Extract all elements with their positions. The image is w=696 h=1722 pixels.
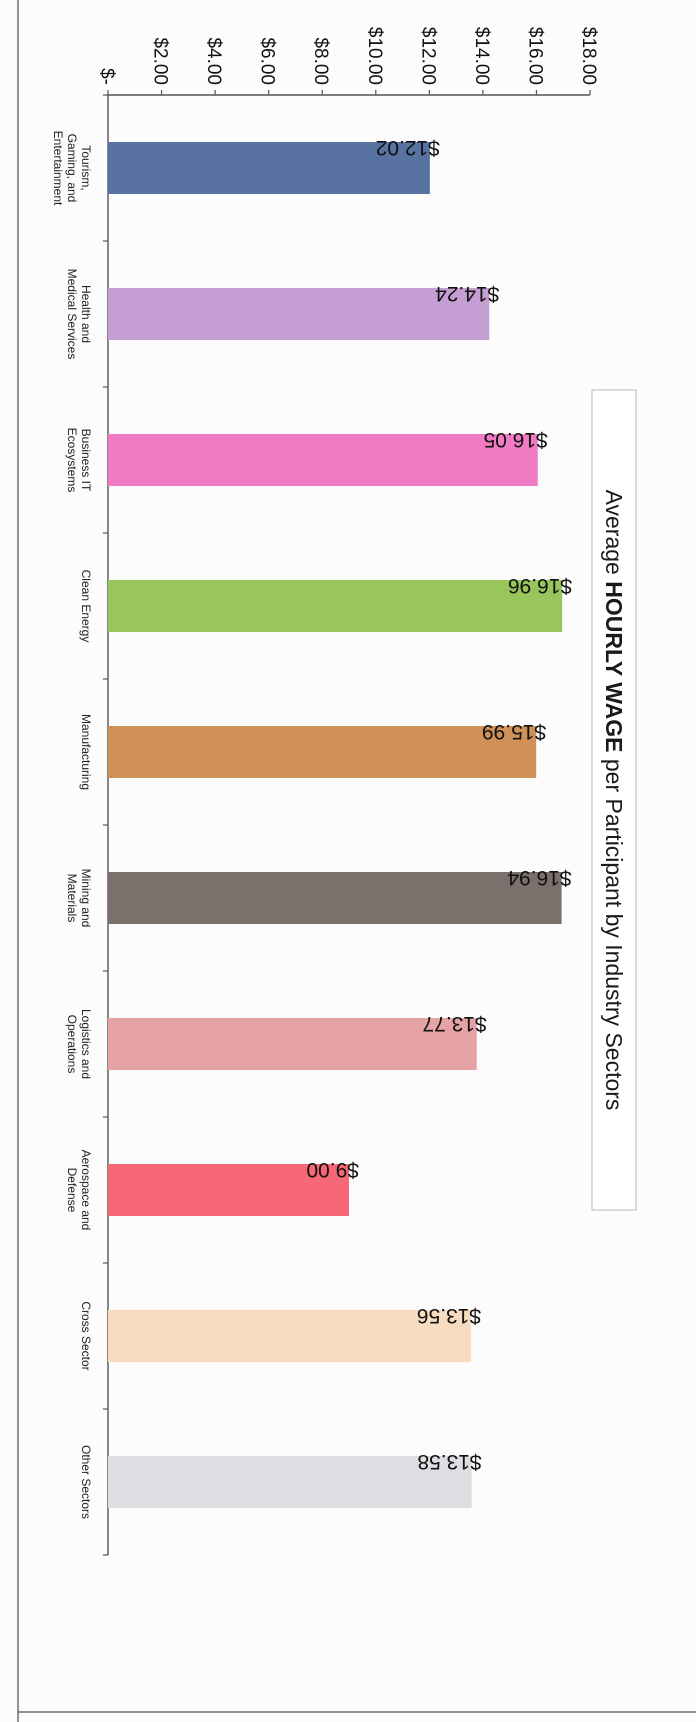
bar bbox=[108, 1164, 349, 1216]
category-label-line: Aerospace and bbox=[79, 1150, 93, 1231]
bar-group: $13.77 Logistics andOperations bbox=[65, 1009, 487, 1079]
data-label: $14.24 bbox=[435, 282, 500, 305]
data-label: $13.77 bbox=[422, 1012, 486, 1035]
bar-group: $9.00 Aerospace andDefense bbox=[65, 1150, 359, 1231]
chart-title: Average HOURLY WAGE per Participant by I… bbox=[601, 490, 627, 1111]
chart-title-suffix: per Participant by Industry Sectors bbox=[601, 752, 627, 1110]
bar-group: $13.56 Cross Sector bbox=[79, 1301, 481, 1370]
bar bbox=[107, 872, 562, 924]
data-label: $16.05 bbox=[484, 428, 548, 451]
category-label-line: Operations bbox=[65, 1015, 79, 1074]
category-label: Cross Sector bbox=[79, 1301, 93, 1370]
data-label: $9.00 bbox=[306, 1158, 359, 1181]
category-label-line: Tourism, bbox=[79, 145, 93, 190]
category-label-line: Mining and bbox=[79, 869, 93, 928]
chart-title-prefix: Average bbox=[601, 490, 627, 582]
category-label: Other Sectors bbox=[79, 1445, 93, 1519]
category-label-line: Defense bbox=[65, 1168, 79, 1213]
category-label: Aerospace andDefense bbox=[65, 1150, 93, 1231]
bar-group: $16.96 Clean Energy bbox=[79, 570, 572, 643]
category-label-line: Entertainment bbox=[51, 131, 65, 206]
bar-group: $12.02 Tourism,Gaming, andEntertainment bbox=[51, 131, 440, 206]
bar bbox=[108, 434, 538, 486]
bar bbox=[108, 726, 537, 778]
data-label: $16.94 bbox=[507, 866, 572, 889]
y-tick-label: $14.00 bbox=[471, 27, 492, 85]
chart-title-group: Average HOURLY WAGE per Participant by I… bbox=[591, 389, 637, 1211]
category-label-line: Gaming, and bbox=[65, 134, 79, 203]
bar-group: $16.94 Mining andMaterials bbox=[65, 866, 572, 927]
y-tick-label: $12.00 bbox=[417, 27, 438, 85]
bar bbox=[108, 1456, 472, 1508]
rotated-chart-group: Average HOURLY WAGE per Participant by I… bbox=[51, 27, 637, 1556]
bar bbox=[107, 580, 563, 632]
category-label-line: Materials bbox=[65, 874, 79, 923]
category-label-line: Other Sectors bbox=[79, 1445, 93, 1519]
data-label: $13.56 bbox=[417, 1304, 481, 1327]
category-label: Business ITEcosystems bbox=[65, 428, 93, 493]
bar bbox=[108, 142, 430, 194]
y-tick-label: $8.00 bbox=[310, 37, 331, 85]
category-label-line: Cross Sector bbox=[79, 1301, 93, 1370]
y-tick-label: $16.00 bbox=[524, 27, 545, 85]
category-label-line: Ecosystems bbox=[65, 428, 79, 493]
bar bbox=[108, 1310, 472, 1362]
data-label: $13.58 bbox=[417, 1450, 481, 1473]
bar-group: $15.99 Manufacturing bbox=[79, 714, 546, 790]
category-label: Manufacturing bbox=[79, 714, 93, 790]
category-label-line: Logistics and bbox=[79, 1009, 93, 1079]
category-label-line: Manufacturing bbox=[79, 714, 93, 790]
data-label: $15.99 bbox=[482, 720, 546, 743]
category-label: Logistics andOperations bbox=[65, 1009, 93, 1079]
category-label-line: Medical Services bbox=[65, 269, 79, 360]
bar bbox=[107, 1018, 477, 1070]
category-label: Mining andMaterials bbox=[65, 869, 93, 928]
category-label: Tourism,Gaming, andEntertainment bbox=[51, 131, 93, 206]
chart-title-emphasis: HOURLY WAGE bbox=[601, 581, 627, 752]
bar-group: $16.05 Business ITEcosystems bbox=[65, 428, 548, 493]
y-tick-label: $6.00 bbox=[257, 37, 278, 85]
category-label-line: Health and bbox=[79, 285, 93, 343]
y-tick-label: $10.00 bbox=[364, 27, 385, 85]
category-label-line: Clean Energy bbox=[79, 570, 93, 643]
bar bbox=[108, 288, 490, 340]
y-tick-label: $2.00 bbox=[150, 37, 171, 85]
chart-title-box bbox=[591, 389, 637, 1211]
category-label-line: Business IT bbox=[79, 429, 93, 492]
y-axis: $- $2.00 $4.00 $6.00 $8.00 $10.00 $12.00 $14.00… bbox=[96, 27, 599, 1556]
y-tick-label: $- bbox=[96, 68, 117, 85]
bar-group: $14.24 Health andMedical Services bbox=[65, 269, 499, 360]
data-label: $16.96 bbox=[508, 574, 572, 597]
y-tick-label: $4.00 bbox=[203, 37, 224, 85]
category-label: Health andMedical Services bbox=[65, 269, 93, 360]
category-label: Clean Energy bbox=[79, 570, 93, 643]
bar-group: $13.58 Other Sectors bbox=[79, 1445, 482, 1519]
data-label: $12.02 bbox=[376, 136, 440, 159]
y-tick-label: $18.00 bbox=[578, 27, 599, 85]
